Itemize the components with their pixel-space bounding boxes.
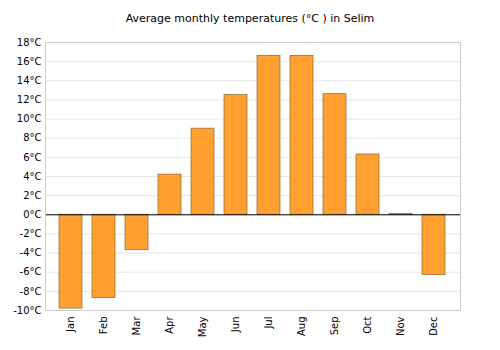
svg-text:2°C: 2°C xyxy=(23,190,41,201)
svg-text:12°C: 12°C xyxy=(17,94,42,105)
svg-text:Mar: Mar xyxy=(131,316,142,336)
svg-text:-10°C: -10°C xyxy=(13,305,41,316)
svg-text:4°C: 4°C xyxy=(23,171,41,182)
svg-text:14°C: 14°C xyxy=(17,75,42,86)
svg-text:Aug: Aug xyxy=(296,317,307,337)
svg-text:0°C: 0°C xyxy=(23,209,41,220)
svg-text:Feb: Feb xyxy=(98,317,109,335)
svg-text:-2°C: -2°C xyxy=(20,228,42,239)
svg-text:8°C: 8°C xyxy=(23,132,41,143)
svg-text:18°C: 18°C xyxy=(17,37,42,48)
svg-text:Sep: Sep xyxy=(329,317,340,336)
svg-text:Jan: Jan xyxy=(65,317,76,333)
html-text:Average monthly temperatures (: Average monthly temperatures (°C ) in Se… xyxy=(125,12,375,25)
svg-text:May: May xyxy=(197,316,208,337)
svg-text:Oct: Oct xyxy=(362,316,373,333)
svg-text:Apr: Apr xyxy=(164,316,175,334)
svg-text:-6°C: -6°C xyxy=(20,266,42,277)
svg-text:Nov: Nov xyxy=(395,316,406,336)
svg-text:-8°C: -8°C xyxy=(20,286,42,297)
svg-text:Jun: Jun xyxy=(230,317,241,334)
svg-text:10°C: 10°C xyxy=(17,113,42,124)
svg-text:Jul: Jul xyxy=(263,317,274,330)
svg-text:6°C: 6°C xyxy=(23,152,41,163)
svg-text:16°C: 16°C xyxy=(17,56,42,67)
svg-text:Dec: Dec xyxy=(428,317,439,336)
svg-text:-4°C: -4°C xyxy=(20,247,42,258)
